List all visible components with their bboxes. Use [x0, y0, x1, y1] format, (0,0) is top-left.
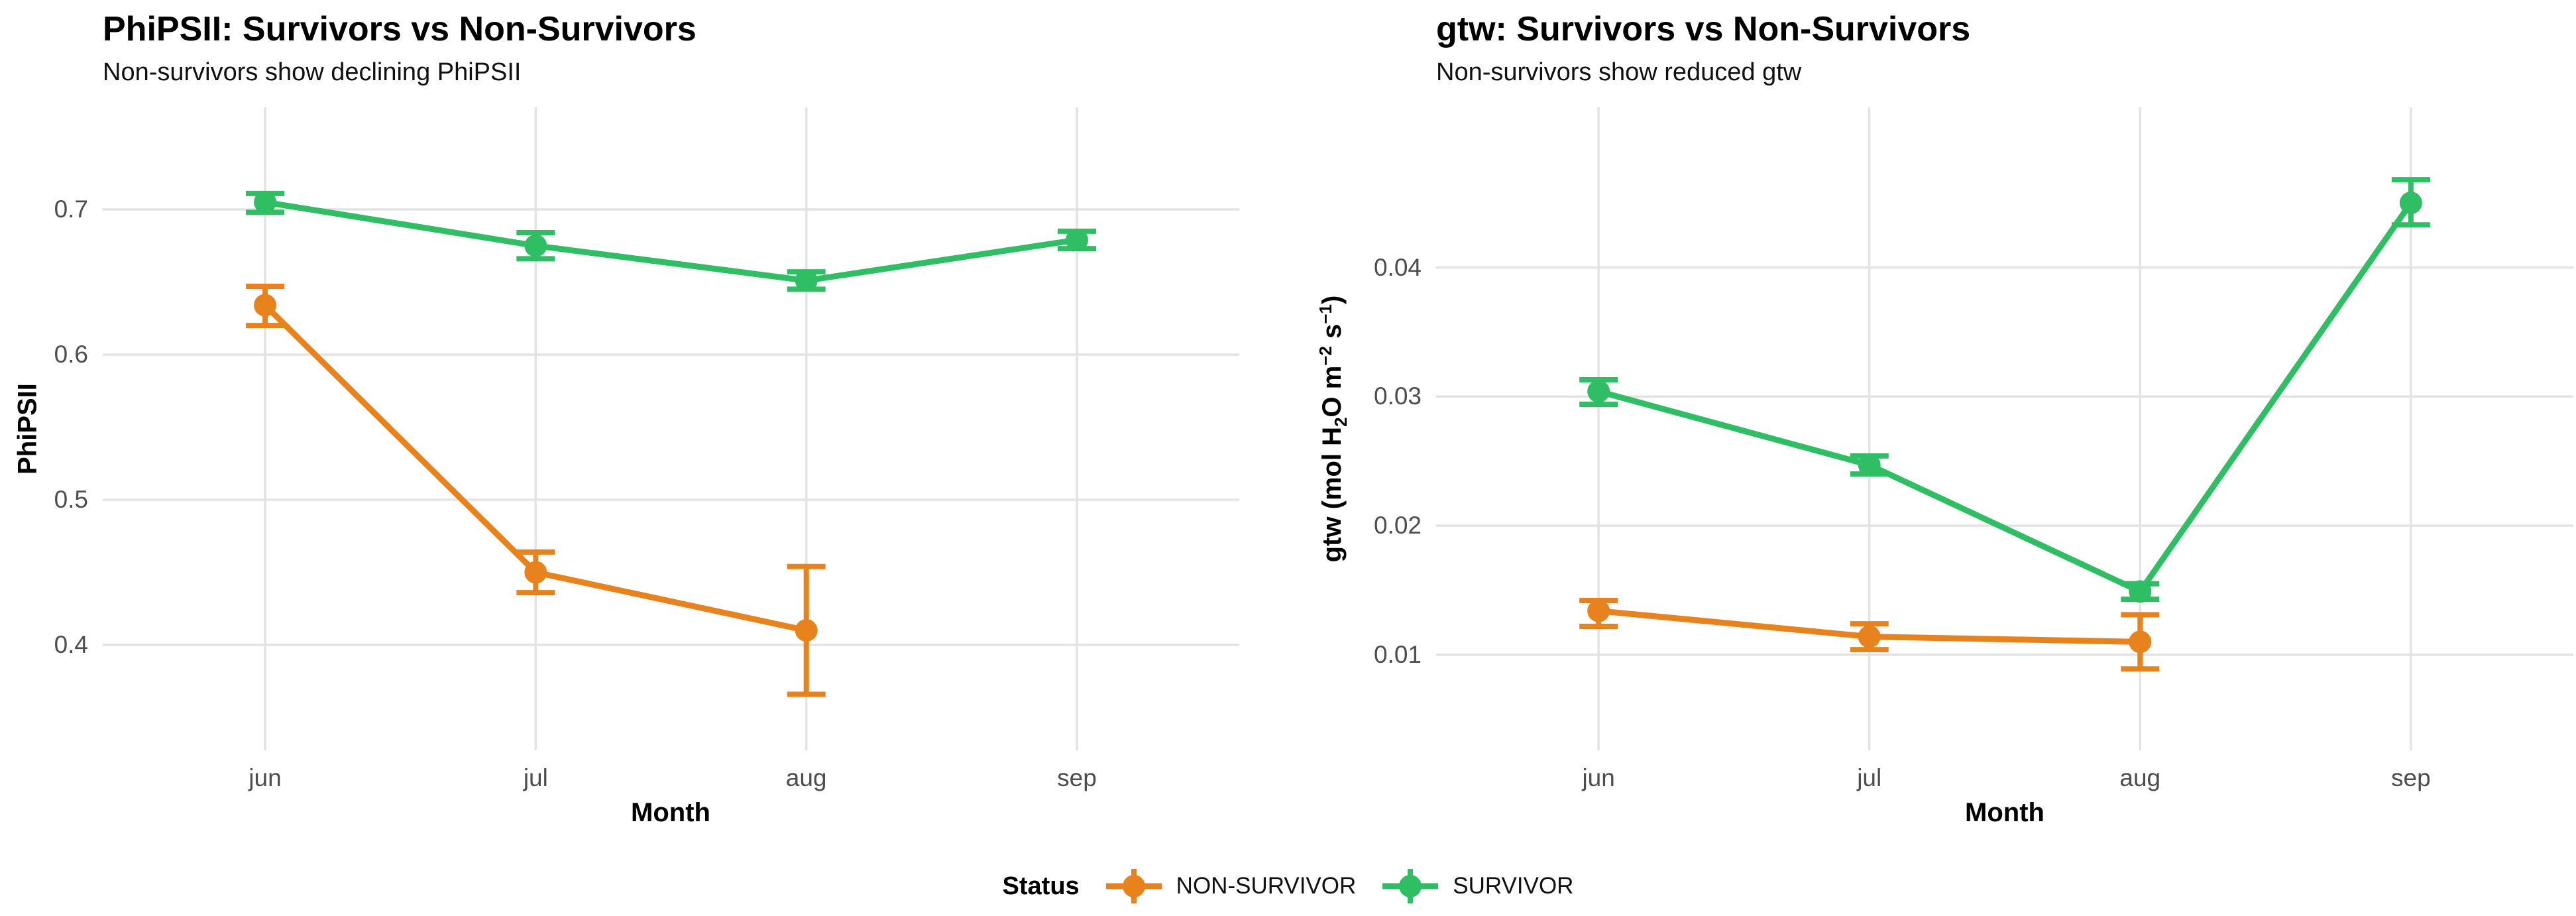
y-tick-label: 0.4 — [54, 630, 88, 658]
data-point-survivor-jun — [1587, 380, 1610, 403]
data-point-non-survivor-aug — [2129, 630, 2152, 654]
y-axis-title-gtw-part: 2 — [1331, 417, 1351, 427]
data-point-survivor-jul — [1858, 453, 1881, 477]
y-tick-label: 0.5 — [54, 485, 88, 513]
legend-key-shape — [1399, 875, 1422, 897]
x-tick-label-sep: sep — [1057, 764, 1097, 791]
legend-key-shape — [1122, 875, 1145, 897]
y-axis-title-gtw-part: s — [1317, 323, 1347, 346]
y-tick-label: 0.6 — [54, 340, 88, 368]
x-axis-title-month-left: Month — [631, 798, 710, 827]
data-point-survivor-sep — [1066, 228, 1088, 251]
y-tick-label: 0.04 — [1373, 253, 1422, 281]
legend-item-survivor: SURVIVOR — [1381, 861, 1573, 911]
chart-subtitle-gtw: Non-survivors show reduced gtw — [1436, 58, 1802, 86]
data-point-non-survivor-jun — [1587, 599, 1610, 622]
y-axis-title-gtw-part: −2 — [1315, 346, 1335, 366]
legend: Status NON-SURVIVOR SURVIVOR — [0, 858, 2576, 915]
y-axis-title-gtw-part: gtw (mol H — [1317, 426, 1347, 563]
y-axis-title-gtw-part: ) — [1317, 295, 1347, 304]
legend-label-survivor: SURVIVOR — [1453, 873, 1574, 899]
x-tick-label-jun: jun — [1582, 764, 1615, 791]
series-line-survivor — [1597, 201, 2414, 595]
data-point-non-survivor-aug — [795, 619, 818, 642]
chart-title-gtw: gtw: Survivors vs Non-Survivors — [1436, 10, 1971, 48]
legend-item-non-survivor: NON-SURVIVOR — [1105, 861, 1357, 911]
x-tick-label-jul: jul — [1857, 764, 1882, 791]
legend-key-icon — [1105, 869, 1162, 903]
data-point-survivor-jun — [254, 191, 276, 214]
data-point-survivor-jul — [524, 234, 547, 257]
data-point-survivor-aug — [2129, 580, 2152, 603]
legend-key-icon — [1382, 869, 1439, 903]
y-tick-label: 0.01 — [1373, 640, 1422, 668]
series-line-survivor — [264, 199, 1078, 284]
legend-label-non-survivor: NON-SURVIVOR — [1176, 873, 1357, 899]
data-point-survivor-sep — [2399, 192, 2422, 215]
data-point-non-survivor-jul — [1858, 625, 1881, 648]
y-axis-title-gtw-part: −1 — [1315, 304, 1335, 324]
x-tick-label-aug: aug — [2119, 764, 2161, 791]
chart-subtitle-phipsii: Non-survivors show declining PhiPSII — [103, 58, 522, 86]
x-tick-label-jun: jun — [249, 764, 282, 791]
x-tick-label-jul: jul — [523, 764, 548, 791]
chart-title-phipsii: PhiPSII: Survivors vs Non-Survivors — [103, 10, 697, 48]
y-tick-label: 0.02 — [1373, 512, 1422, 540]
data-point-survivor-aug — [795, 269, 818, 292]
y-tick-label: 0.03 — [1373, 382, 1422, 410]
data-point-non-survivor-jul — [524, 561, 547, 584]
x-axis-title-month-right: Month — [1965, 798, 2044, 827]
y-tick-label: 0.7 — [54, 195, 88, 223]
x-tick-label-sep: sep — [2391, 764, 2431, 791]
legend-title: Status — [1002, 872, 1080, 900]
y-axis-title-phipsii: PhiPSII — [13, 383, 42, 475]
x-tick-label-aug: aug — [785, 764, 827, 791]
data-point-non-survivor-jun — [254, 294, 276, 317]
